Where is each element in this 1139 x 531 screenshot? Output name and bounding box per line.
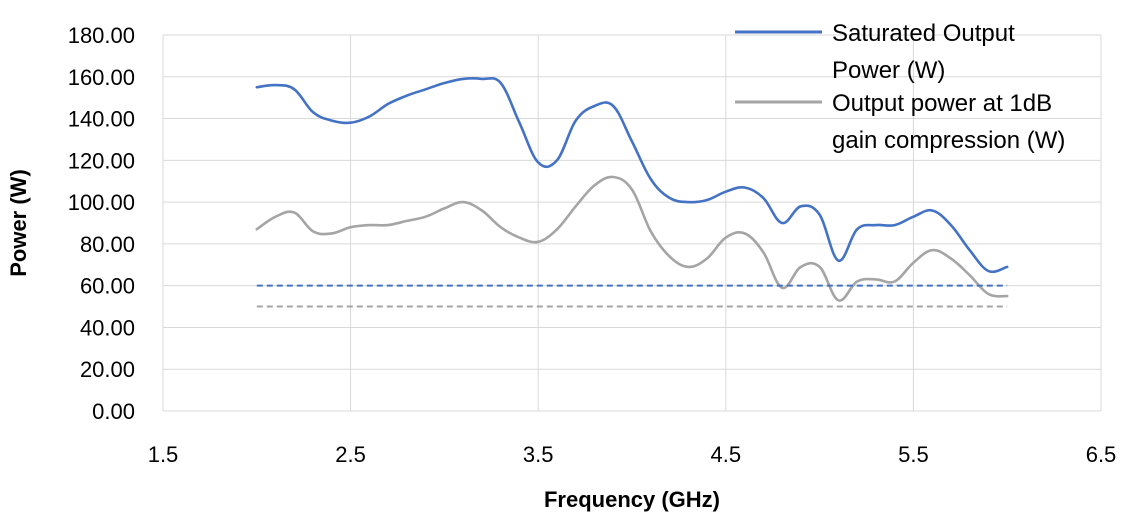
legend: Saturated Output Power (W) Output power at… [735, 20, 1065, 154]
x-tick-label: 2.5 [335, 442, 366, 467]
tick-labels: 0.00 20.00 40.00 60.00 80.00 100.00 120.00 140.… [68, 23, 1117, 467]
legend-label: Power (W) [832, 57, 945, 84]
x-tick-label: 6.5 [1086, 442, 1117, 467]
y-tick-label: 60.00 [80, 274, 135, 299]
y-tick-label: 180.00 [68, 23, 135, 48]
legend-label: Output power at 1dB [832, 90, 1052, 117]
series-line [255, 76, 1009, 274]
y-tick-label: 40.00 [80, 315, 135, 340]
y-tick-label: 160.00 [68, 65, 135, 90]
legend-label: Saturated Output [832, 20, 1015, 47]
x-tick-label: 1.5 [148, 442, 179, 467]
y-axis-title: Power (W) [6, 169, 31, 277]
legend-label: gain compression (W) [832, 127, 1065, 154]
y-tick-label: 20.00 [80, 357, 135, 382]
x-axis-title: Frequency (GHz) [544, 487, 720, 512]
y-tick-label: 100.00 [68, 190, 135, 215]
y-tick-label: 120.00 [68, 148, 135, 173]
y-tick-label: 80.00 [80, 232, 135, 257]
series-line [255, 175, 1009, 302]
x-tick-label: 5.5 [898, 442, 929, 467]
y-tick-label: 0.00 [92, 399, 135, 424]
y-tick-label: 140.00 [68, 107, 135, 132]
x-tick-label: 4.5 [711, 442, 742, 467]
axes [162, 35, 1101, 412]
series-group [255, 76, 1009, 308]
x-tick-label: 3.5 [523, 442, 554, 467]
